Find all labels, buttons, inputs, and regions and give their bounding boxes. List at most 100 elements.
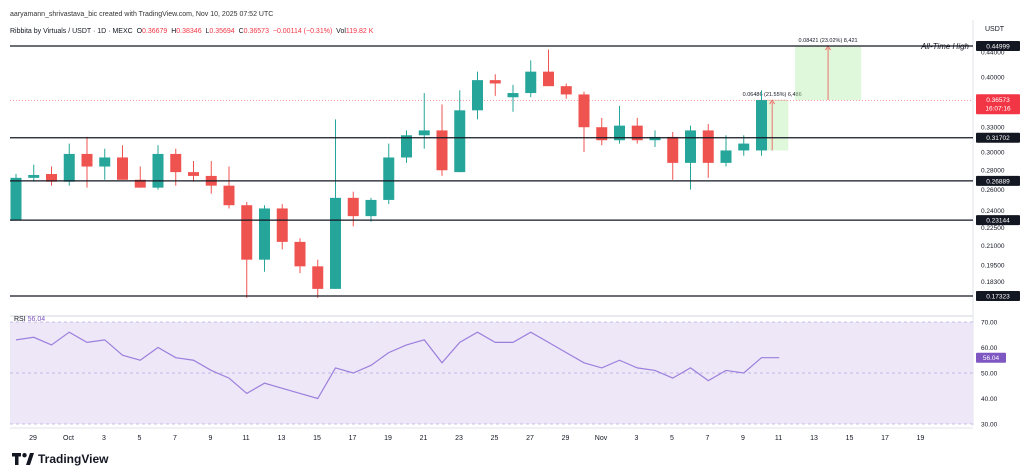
time-tick-label: 13 [810, 435, 818, 442]
candle [489, 80, 501, 84]
candle [170, 153, 182, 173]
candle [418, 130, 430, 136]
time-tick-label: 29 [29, 435, 37, 442]
time-tick-label: 19 [917, 435, 925, 442]
candle [259, 208, 270, 260]
time-tick-label: 23 [455, 435, 463, 442]
time-tick-label: 5 [138, 435, 142, 442]
projection-label: 0.08421 (23.02%) 8,421 [799, 38, 858, 44]
time-tick-label: 27 [526, 435, 534, 442]
candle [134, 179, 146, 188]
countdown-label: 16:07:16 [985, 105, 1011, 112]
time-tick-label: 19 [384, 435, 392, 442]
close-label: C [238, 28, 244, 35]
high-label: H [171, 28, 177, 35]
candle [28, 174, 40, 178]
candle [560, 86, 572, 95]
time-tick-label: 17 [881, 435, 889, 442]
level-tag-label: 0.26889 [986, 178, 1010, 185]
current-price-tag [976, 94, 1020, 115]
tradingview-logo: TradingView [12, 452, 108, 466]
time-tick-label: 21 [420, 435, 428, 442]
candle [223, 185, 235, 206]
time-tick-label: 11 [775, 435, 782, 442]
price-tick-label: 0.22500 [981, 225, 1005, 232]
all-time-high-note: All-Time High [920, 42, 969, 51]
price-tick-label: 0.33000 [981, 125, 1005, 132]
price-tick-label: 0.18300 [981, 279, 1005, 286]
open-label: O [136, 28, 143, 35]
candle [436, 130, 448, 171]
open-value: 0.36679 [142, 28, 168, 35]
candle [188, 172, 199, 176]
volume-label: Vol [336, 28, 346, 35]
candle [578, 94, 590, 128]
rsi-tick-label: 40.00 [981, 396, 998, 403]
candle [614, 125, 625, 141]
rsi-tick-label: 30.00 [981, 422, 998, 429]
time-tick-label: 15 [846, 435, 854, 442]
candle [81, 153, 93, 167]
time-tick-label: 9 [741, 435, 745, 442]
tradingview-logo-text: TradingView [38, 452, 109, 466]
projection-label: 0.06486 (21.55%) 6,486 [743, 92, 802, 98]
author-line: aaryamann_shrivastava_bic created with T… [10, 11, 274, 18]
level-tag [976, 291, 1020, 301]
candle [241, 205, 253, 260]
candle [99, 157, 111, 167]
close-value: 0.36573 [243, 28, 269, 35]
level-tag-label: 0.31702 [986, 135, 1010, 142]
level-tag [976, 215, 1020, 226]
rsi-tick-label: 70.00 [981, 320, 998, 327]
candle [454, 110, 466, 173]
candle [631, 125, 643, 141]
candle [347, 197, 359, 217]
rsi-current-value: 56.04 [27, 316, 46, 323]
high-value: 0.38346 [176, 28, 202, 35]
rsi-title: RSI [14, 316, 26, 323]
candle [738, 143, 750, 151]
rsi-line [15, 331, 780, 400]
time-tick-label: 9 [209, 435, 213, 442]
candle [525, 71, 537, 94]
rsi-tick-label: 50.00 [981, 371, 998, 378]
rsi-legend: RSI 56.04 [14, 316, 45, 323]
level-tag-label: 0.44999 [986, 44, 1010, 51]
candle [63, 153, 75, 182]
time-tick-label: 15 [313, 435, 321, 442]
current-price-label: 0.36573 [986, 97, 1010, 104]
time-tick-label: 3 [635, 435, 639, 442]
price-tick-label: 0.30000 [981, 150, 1005, 157]
level-tag-label: 0.23144 [986, 218, 1010, 225]
time-tick-label: 17 [349, 435, 357, 442]
time-tick-label: 3 [102, 435, 106, 442]
candle [294, 241, 306, 267]
time-tick-label: 7 [173, 435, 177, 442]
time-tick-label: 25 [491, 435, 499, 442]
candle [383, 157, 395, 200]
price-tick-label: 0.21000 [981, 243, 1005, 250]
price-tick-label: 0.28000 [981, 168, 1005, 175]
candle [543, 71, 554, 87]
level-tag [976, 41, 1020, 51]
symbol-legend: Ribbita by Virtuals / USDT · 1D · MEXC O… [10, 28, 373, 35]
time-tick-label: 5 [670, 435, 674, 442]
level-tag-label: 0.17323 [986, 294, 1010, 301]
candle [330, 197, 341, 289]
time-tick-label: Oct [63, 435, 74, 442]
candle [276, 208, 288, 242]
price-tick-label: 0.24000 [981, 208, 1005, 215]
candle [312, 266, 324, 289]
change-value: −0.00114 (−0.31%) [272, 28, 333, 35]
price-tick-label: 0.26000 [981, 187, 1005, 194]
low-label: L [205, 28, 210, 35]
symbol-name[interactable]: Ribbita by Virtuals / USDT · 1D · MEXC [10, 28, 133, 35]
time-tick-label: 7 [706, 435, 710, 442]
candle [720, 150, 732, 163]
volume-value: 119.82 K [345, 28, 374, 35]
candle [152, 153, 164, 188]
candle [10, 177, 22, 220]
time-tick-label: 13 [278, 435, 286, 442]
candle [596, 127, 608, 141]
